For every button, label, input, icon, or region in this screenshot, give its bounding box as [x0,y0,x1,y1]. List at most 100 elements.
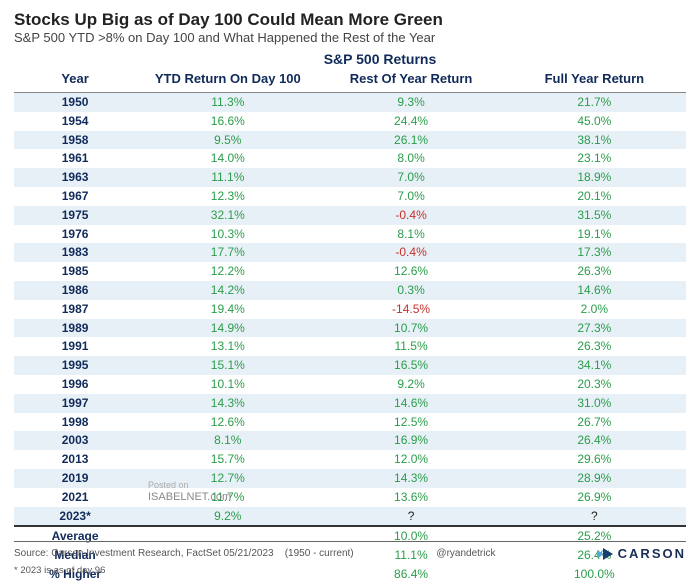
cell-full: 26.7% [503,413,686,432]
cell-full: ? [503,507,686,527]
cell-full: 34.1% [503,356,686,375]
table-row: 196114.0%8.0%23.1% [14,149,686,168]
cell-year: 1997 [14,394,136,413]
cell-rest: -14.5% [319,300,502,319]
cell-year: 2021 [14,488,136,507]
cell-ytd: 12.2% [136,262,319,281]
cell-rest: 7.0% [319,187,502,206]
cell-year: 1985 [14,262,136,281]
table-row: 198317.7%-0.4%17.3% [14,243,686,262]
table-row: 198719.4%-14.5%2.0% [14,300,686,319]
carson-logo-icon [597,548,613,560]
cell-full: 26.9% [503,488,686,507]
cell-ytd: 15.7% [136,450,319,469]
cell-rest: 9.2% [319,375,502,394]
cell-ytd: 14.2% [136,281,319,300]
footer-range: (1950 - current) [285,548,354,559]
brand-name: CARSON [618,546,686,561]
col-full: Full Year Return [503,67,686,93]
cell-rest: 12.6% [319,262,502,281]
cell-ytd: 32.1% [136,206,319,225]
cell-ytd: 14.3% [136,394,319,413]
cell-full: 31.5% [503,206,686,225]
table-row: 2023*9.2%?? [14,507,686,527]
cell-ytd: 12.6% [136,413,319,432]
chart-subtitle: S&P 500 YTD >8% on Day 100 and What Happ… [14,30,686,45]
cell-full: 27.3% [503,319,686,338]
watermark-line2: ISABELNET.com [148,491,231,504]
cell-year: 1975 [14,206,136,225]
table-row: 20038.1%16.9%26.4% [14,431,686,450]
cell-rest: ? [319,507,502,527]
cell-rest: 0.3% [319,281,502,300]
cell-rest: 8.0% [319,149,502,168]
cell-rest: 16.9% [319,431,502,450]
table-row: 195011.3%9.3%21.7% [14,93,686,112]
cell-rest: 13.6% [319,488,502,507]
table-row: 199610.1%9.2%20.3% [14,375,686,394]
cell-rest: 9.3% [319,93,502,112]
table-row: 198614.2%0.3%14.6% [14,281,686,300]
cell-rest: 26.1% [319,131,502,150]
table-row: 197532.1%-0.4%31.5% [14,206,686,225]
cell-full: 31.0% [503,394,686,413]
cell-ytd: 15.1% [136,356,319,375]
table-row: 196712.3%7.0%20.1% [14,187,686,206]
cell-rest: 11.5% [319,337,502,356]
watermark: Posted on ISABELNET.com [148,480,231,504]
cell-year: 1996 [14,375,136,394]
footer-footnote: * 2023 is as of day 96 [14,565,686,576]
returns-table: Year YTD Return On Day 100 Rest Of Year … [14,67,686,584]
cell-year: 1963 [14,168,136,187]
watermark-line1: Posted on [148,480,231,491]
cell-year: 1954 [14,112,136,131]
table-row: 19589.5%26.1%38.1% [14,131,686,150]
table-row: 199812.6%12.5%26.7% [14,413,686,432]
table-row: 196311.1%7.0%18.9% [14,168,686,187]
cell-ytd: 13.1% [136,337,319,356]
cell-ytd: 16.6% [136,112,319,131]
table-row: 199714.3%14.6%31.0% [14,394,686,413]
cell-year: 1998 [14,413,136,432]
cell-year: 1989 [14,319,136,338]
cell-year: 1983 [14,243,136,262]
cell-ytd: 11.3% [136,93,319,112]
columns-supertitle: S&P 500 Returns [14,51,686,67]
cell-ytd: 10.3% [136,225,319,244]
cell-ytd: 8.1% [136,431,319,450]
cell-ytd: 17.7% [136,243,319,262]
cell-rest: -0.4% [319,206,502,225]
cell-full: 26.3% [503,262,686,281]
table-row: 202111.7%13.6%26.9% [14,488,686,507]
cell-ytd: 12.3% [136,187,319,206]
cell-year: 2003 [14,431,136,450]
table-row: 199113.1%11.5%26.3% [14,337,686,356]
table-row: 198914.9%10.7%27.3% [14,319,686,338]
cell-year: 1991 [14,337,136,356]
col-rest: Rest Of Year Return [319,67,502,93]
cell-ytd: 9.5% [136,131,319,150]
cell-full: 38.1% [503,131,686,150]
cell-year: 1995 [14,356,136,375]
col-year: Year [14,67,136,93]
cell-full: 19.1% [503,225,686,244]
cell-full: 26.4% [503,431,686,450]
cell-rest: 10.7% [319,319,502,338]
table-row: 197610.3%8.1%19.1% [14,225,686,244]
cell-full: 14.6% [503,281,686,300]
table-row: 201912.7%14.3%28.9% [14,469,686,488]
cell-ytd: 19.4% [136,300,319,319]
cell-rest: 12.5% [319,413,502,432]
cell-ytd: 10.1% [136,375,319,394]
table-row: 201315.7%12.0%29.6% [14,450,686,469]
cell-full: 29.6% [503,450,686,469]
cell-full: 45.0% [503,112,686,131]
cell-full: 2.0% [503,300,686,319]
cell-rest: 12.0% [319,450,502,469]
cell-ytd: 11.1% [136,168,319,187]
cell-year: 2023* [14,507,136,527]
chart-title: Stocks Up Big as of Day 100 Could Mean M… [14,10,686,30]
cell-year: 1976 [14,225,136,244]
table-row: 198512.2%12.6%26.3% [14,262,686,281]
cell-ytd: 9.2% [136,507,319,527]
